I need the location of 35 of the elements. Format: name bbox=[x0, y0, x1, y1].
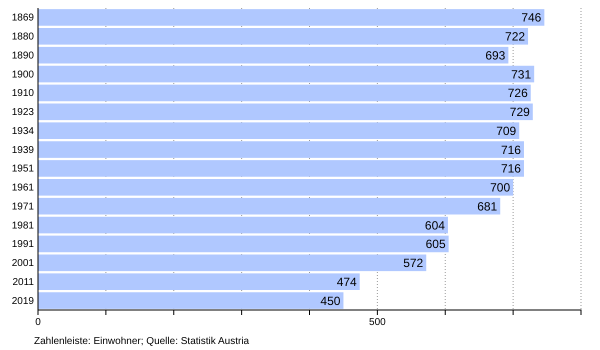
y-tick-label: 2011 bbox=[12, 276, 34, 288]
data-label: 716 bbox=[500, 162, 522, 176]
y-tick-label: 1951 bbox=[12, 164, 34, 175]
data-label: 746 bbox=[521, 10, 542, 25]
data-label: 693 bbox=[485, 48, 506, 62]
y-tick-label: 1939 bbox=[12, 144, 34, 156]
y-tick-label: 1981 bbox=[12, 220, 34, 232]
y-tick-label: 1934 bbox=[12, 126, 34, 137]
data-label: 709 bbox=[496, 124, 517, 138]
y-tick-label: 1923 bbox=[12, 107, 34, 118]
data-label: 604 bbox=[424, 218, 446, 232]
x-tick-label: 500 bbox=[369, 317, 386, 328]
y-tick-label: 1991 bbox=[12, 239, 34, 250]
y-tick-label: 1869 bbox=[12, 12, 34, 24]
y-tick-label: 2019 bbox=[12, 296, 34, 307]
data-label: 722 bbox=[505, 30, 526, 44]
y-tick-label: 1910 bbox=[12, 88, 34, 100]
data-label: 700 bbox=[490, 180, 510, 195]
data-label: 726 bbox=[508, 86, 528, 100]
data-label: 474 bbox=[336, 274, 358, 289]
y-tick-label: 1900 bbox=[12, 69, 34, 80]
text: Zahlenleiste: Einwohner; Quelle: Statistik Austria bbox=[34, 336, 250, 347]
data-label: 572 bbox=[403, 256, 424, 270]
data-label: 716 bbox=[500, 142, 522, 157]
data-label: 681 bbox=[477, 199, 498, 214]
x-tick-label: 0 bbox=[35, 317, 42, 328]
y-tick-label: 1880 bbox=[12, 32, 34, 43]
y-tick-label: 1971 bbox=[12, 201, 34, 212]
y-tick-label: 1890 bbox=[12, 50, 34, 62]
data-label: 605 bbox=[426, 237, 446, 252]
y-tick-label: 1961 bbox=[12, 182, 34, 194]
data-label: 450 bbox=[320, 294, 341, 308]
y-tick-label: 2001 bbox=[12, 258, 34, 270]
data-label: 731 bbox=[511, 67, 532, 82]
data-label: 729 bbox=[510, 105, 530, 120]
